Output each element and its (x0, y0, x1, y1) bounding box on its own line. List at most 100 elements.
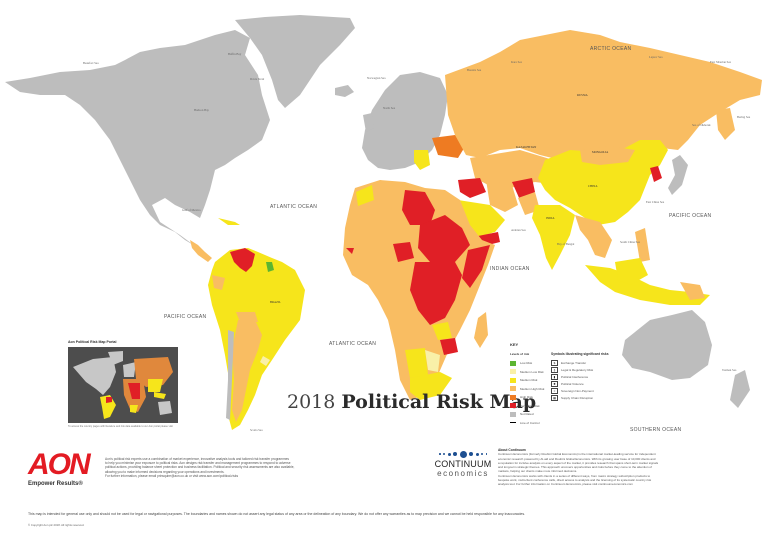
legend-item-medium-high: Medium High Risk (510, 385, 640, 394)
legend-label: Medium Risk (520, 378, 538, 383)
legal-regulatory-icon: § (551, 366, 558, 373)
portal-inset[interactable]: Aon Political Risk Map Portal To access … (68, 340, 178, 428)
continuum-heading: About Continuum (498, 448, 526, 452)
continuum-text-line: Continuum Economics works with clients i… (498, 473, 651, 478)
region-india (532, 205, 575, 270)
region-russia (445, 30, 762, 160)
legend-label: Low Risk (520, 361, 533, 366)
region-north-america (5, 30, 270, 246)
symbol-row: $ Exchange Transfer (551, 359, 609, 366)
symbol-label: Legal & Regulatory Risk (561, 367, 594, 372)
sea-label: Laptev Sea (649, 55, 663, 59)
swatch-medium-low-risk (510, 369, 516, 375)
region-chad-sudan (418, 215, 470, 262)
symbol-row: ▮ Political Interference (551, 373, 609, 380)
continuum-dots-icon (428, 450, 498, 458)
swatch-high-risk (510, 394, 516, 400)
political-interference-icon: ▮ (551, 373, 558, 380)
sea-label: East China Sea (646, 200, 665, 204)
continuum-description: About Continuum Continuum Economics (for… (498, 448, 718, 487)
region-guinea (346, 248, 354, 254)
sea-label: Kara Sea (511, 60, 522, 64)
political-violence-icon: ✹ (551, 380, 558, 387)
region-drc-car (410, 262, 462, 325)
continuum-text-line: analysis tool. For further information o… (498, 482, 633, 487)
region-png (680, 282, 705, 300)
symbol-label: Sovereign Non-Payment (561, 388, 594, 393)
swatch-very-high-risk (510, 403, 516, 409)
symbol-label: Political Violence (561, 381, 584, 386)
continuum-text-line: and long-term strategic themes. This app… (498, 465, 652, 470)
symbol-row: = Sovereign Non-Payment (551, 387, 609, 394)
ocean-label-pacific-east: PACIFIC OCEAN (669, 213, 712, 219)
portal-map-svg (73, 351, 173, 419)
legend-label: Medium High Risk (520, 386, 545, 391)
ocean-label-arctic: ARCTIC OCEAN (590, 46, 632, 52)
ocean-label-atlantic-north: ATLANTIC OCEAN (270, 204, 318, 210)
country-label-kazakhstan: KAZAKHSTAN (516, 145, 537, 149)
country-label-mongolia: MONGOLIA (592, 150, 609, 154)
region-libya (402, 190, 435, 225)
aon-text-line: For further information, please email pr… (105, 473, 239, 478)
portal-title: Aon Political Risk Map Portal (68, 340, 117, 344)
continuum-text-line: Continuum Economics (formerly Roubini Gl… (498, 452, 656, 457)
symbol-label: Political Interference (561, 374, 589, 379)
country-label-russia: RUSSIA (577, 93, 588, 97)
aon-logo-block[interactable]: AON Empower Results® (28, 448, 91, 488)
region-central-america (190, 240, 212, 262)
aon-text-line: allowing you to make informed decisions … (105, 469, 225, 474)
symbol-row: ▦ Supply Chain Disruption (551, 394, 609, 401)
world-map: ARCTIC OCEAN ATLANTIC OCEAN PACIFIC OCEA… (5, 15, 762, 433)
sea-label: Bering Sea (737, 115, 751, 119)
sea-label: North Sea (383, 106, 396, 110)
exchange-transfer-icon: $ (551, 359, 558, 366)
region-venezuela (230, 248, 255, 272)
region-ukraine (432, 135, 466, 158)
legend-item-line-of-control: Line of Control (510, 419, 640, 428)
legend-item-high: High Risk (510, 393, 640, 402)
region-somalia (462, 245, 490, 288)
continuum-name: CONTINUUM (434, 459, 492, 469)
legend-item-not-rated: Not Rated (510, 410, 640, 419)
symbol-row: ✹ Political Violence (551, 380, 609, 387)
copyright: © Copyright Aon plc 2018. All rights res… (28, 523, 85, 527)
region-uk (363, 113, 374, 132)
ocean-label-atlantic-south: ATLANTIC OCEAN (329, 341, 377, 347)
legend-label: Medium Low Risk (520, 369, 544, 374)
world-map-svg (5, 15, 762, 430)
sea-label: Davis Strait (250, 77, 265, 81)
legend-item-low: Low Risk (510, 359, 640, 368)
title-year: 2018 (287, 391, 336, 413)
region-new-zealand (730, 370, 750, 408)
ocean-label-pacific-west: PACIFIC OCEAN (164, 314, 207, 320)
continuum-logo[interactable]: CONTINUUM economics (428, 450, 498, 478)
disclaimer: This map is intended for general use onl… (28, 512, 526, 516)
sea-label: Beaufort Sea (83, 61, 99, 65)
sea-label: Scotia Sea (250, 428, 263, 432)
region-iran (486, 180, 518, 212)
region-japan (668, 155, 688, 195)
region-north-korea (650, 166, 662, 182)
legend-label: High Risk (520, 395, 533, 400)
portal-caption: To access the country pages with literat… (68, 425, 173, 428)
legend-subtitle: Levels of risk (510, 352, 530, 356)
aon-text-line: to help you minimise your exposure to po… (105, 461, 291, 466)
sea-label: Baffin Bay (228, 52, 242, 56)
page-title: 2018 Political Risk Map (287, 391, 536, 413)
aon-logo[interactable]: AON (28, 448, 91, 481)
region-namibia (405, 348, 428, 378)
swatch-low-risk (510, 360, 516, 366)
sea-label: Gulf of Mexico (182, 208, 201, 212)
portal-map-thumbnail[interactable] (68, 347, 178, 423)
continuum-text-line: bespoke work, multi-client conference ca… (498, 478, 652, 483)
region-french-guiana (266, 262, 274, 272)
region-south-africa (410, 372, 452, 400)
region-philippines (635, 228, 650, 262)
sea-label: Norwegian Sea (367, 76, 386, 80)
region-greenland (235, 15, 355, 108)
sovereign-non-payment-icon: = (551, 387, 558, 394)
sea-label: Hudson Bay (194, 108, 209, 112)
country-label-brazil: BRAZIL (270, 300, 281, 304)
legend-symbols: Symbols illustrating significant risks $… (551, 352, 609, 401)
region-australia (622, 310, 712, 380)
